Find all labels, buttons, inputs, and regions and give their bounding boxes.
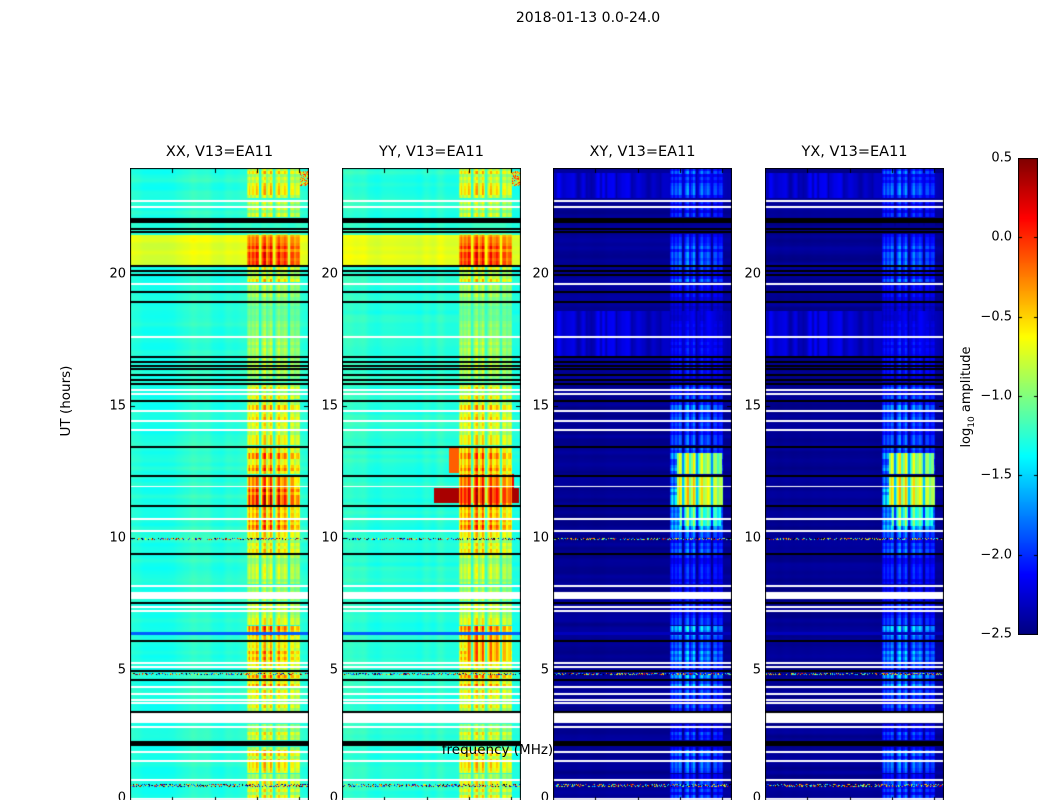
- y-tick-label: 10: [321, 530, 338, 546]
- colorbar-label: log10 amplitude: [959, 346, 977, 447]
- y-tick-label: 15: [532, 398, 549, 414]
- panel-xx: XX, V13=EA1132033535036538005101520: [109, 144, 309, 800]
- x-axis-label: frequency (MHz): [441, 742, 554, 758]
- panel-title-xy: XY, V13=EA11: [589, 144, 696, 160]
- y-tick-label: 20: [532, 266, 549, 282]
- heatmap-yy: [342, 168, 521, 800]
- panel-title-xx: XX, V13=EA11: [165, 144, 274, 160]
- colorbar-tick-label: −1.0: [980, 388, 1012, 404]
- colorbar-tick-label: −2.5: [980, 626, 1012, 642]
- colorbar-tick-label: −0.5: [980, 309, 1012, 325]
- colorbar-tick-label: 0.0: [991, 229, 1012, 245]
- y-tick-label: 5: [540, 662, 549, 678]
- y-tick-label: 20: [109, 266, 126, 282]
- panel-title-yx: YX, V13=EA11: [801, 144, 908, 160]
- colorbar-tick-label: −1.5: [980, 467, 1012, 483]
- colorbar-label-amplitude: amplitude: [959, 346, 975, 417]
- colorbar-tick-label: 0.5: [991, 150, 1012, 166]
- y-tick-label: 10: [109, 530, 126, 546]
- y-tick-label: 0: [117, 790, 126, 800]
- y-tick-label: 20: [744, 266, 761, 282]
- y-tick-label: 5: [752, 662, 761, 678]
- y-tick-label: 0: [752, 790, 761, 800]
- panel-yx: YX, V13=EA1132033535036538005101520: [744, 144, 944, 800]
- y-axis-label: UT (hours): [58, 365, 74, 437]
- y-tick-label: 15: [321, 398, 338, 414]
- panel-yy: YY, V13=EA1132033535036538005101520: [321, 144, 521, 800]
- colorbar-gradient: [1018, 158, 1038, 635]
- heatmap-xy: [553, 168, 732, 800]
- colorbar-tick-label: −2.0: [980, 547, 1012, 563]
- panel-xy: XY, V13=EA1132033535036538005101520: [532, 144, 732, 800]
- y-tick-label: 10: [532, 530, 549, 546]
- y-tick-label: 10: [744, 530, 761, 546]
- y-tick-label: 5: [117, 662, 126, 678]
- y-tick-label: 5: [329, 662, 338, 678]
- colorbar-label-sub: 10: [966, 416, 977, 428]
- y-tick-label: 15: [744, 398, 761, 414]
- y-tick-label: 0: [540, 790, 549, 800]
- y-tick-label: 20: [321, 266, 338, 282]
- colorbar-label-log: log: [959, 427, 975, 448]
- heatmap-xx: [130, 168, 309, 800]
- figure-title: 2018-01-13 0.0-24.0: [515, 10, 661, 26]
- y-tick-label: 15: [109, 398, 126, 414]
- panel-title-yy: YY, V13=EA11: [379, 144, 484, 160]
- heatmap-yx: [765, 168, 944, 800]
- y-tick-label: 0: [329, 790, 338, 800]
